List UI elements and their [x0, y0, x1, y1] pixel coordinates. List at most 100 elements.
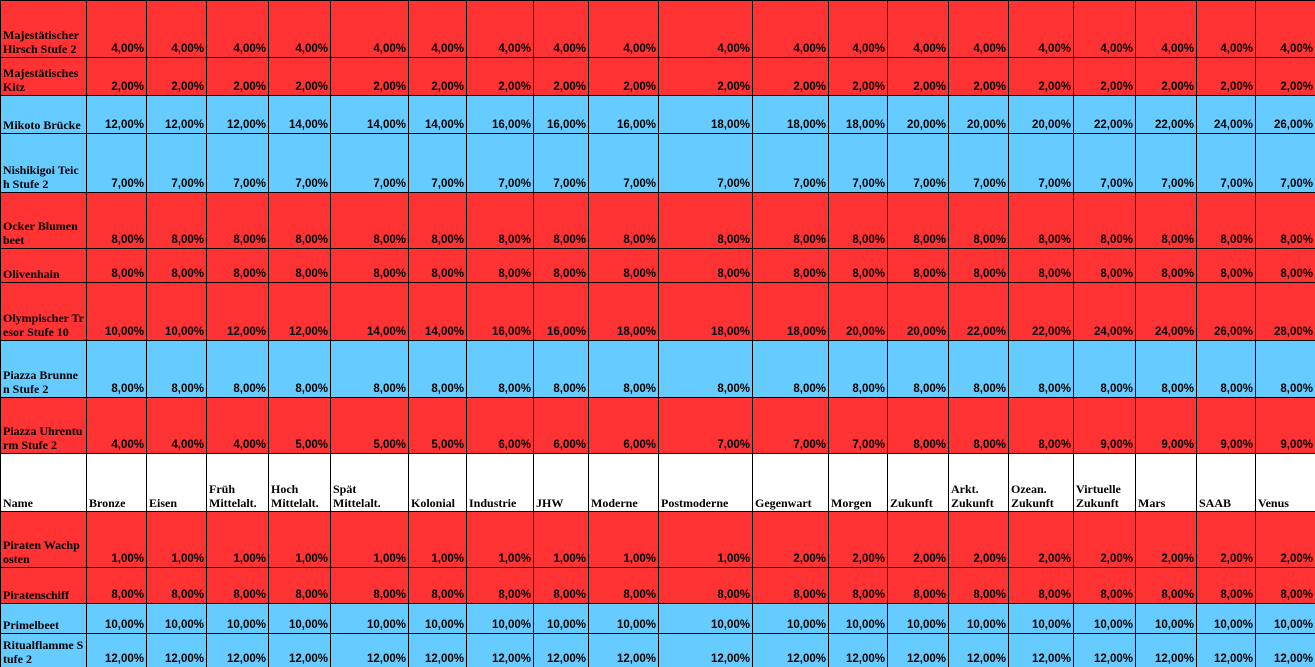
value-cell: 9,00%: [1255, 397, 1315, 454]
value-cell: 22,00%: [1008, 282, 1074, 341]
value-cell: 12,00%: [887, 633, 949, 667]
value-cell: 4,00%: [86, 397, 147, 454]
value-cell: 8,00%: [408, 192, 467, 249]
value-cell: 12,00%: [408, 633, 467, 667]
value-cell: 20,00%: [1008, 95, 1074, 134]
value-cell: 2,00%: [1073, 511, 1136, 568]
data-row: Piazza Uhrenturm Stufe 2 4,00% 4,00% 4,00% 5…: [0, 397, 1315, 454]
value-cell: 20,00%: [887, 95, 949, 134]
value-cell: 12,00%: [1008, 633, 1074, 667]
row-name: Ocker Blumenbeet: [0, 192, 87, 249]
value-cell: 1,00%: [268, 511, 331, 568]
value-cell: 8,00%: [146, 340, 207, 398]
value-cell: 7,00%: [658, 397, 753, 454]
value-cell: 8,00%: [268, 192, 331, 249]
value-cell: 8,00%: [533, 192, 589, 249]
value-cell: 8,00%: [887, 248, 949, 283]
value-cell: 8,00%: [1008, 340, 1074, 398]
value-cell: 2,00%: [146, 57, 207, 96]
value-cell: 1,00%: [466, 511, 534, 568]
value-cell: 2,00%: [533, 57, 589, 96]
value-cell: 7,00%: [206, 133, 269, 193]
data-row: Piratenschiff 8,00% 8,00% 8,00% 8,00% 8,00% 8,…: [0, 567, 1315, 604]
value-cell: 7,00%: [948, 133, 1009, 193]
value-cell: 1,00%: [533, 511, 589, 568]
value-cell: 18,00%: [658, 282, 753, 341]
data-row: Piazza Brunnen Stufe 2 8,00% 8,00% 8,00% 8,0…: [0, 340, 1315, 398]
value-cell: 2,00%: [828, 511, 888, 568]
value-cell: 2,00%: [752, 511, 829, 568]
value-cell: 7,00%: [1255, 133, 1315, 193]
value-cell: 5,00%: [268, 397, 331, 454]
value-cell: 12,00%: [1196, 633, 1256, 667]
value-cell: 2,00%: [1196, 511, 1256, 568]
value-cell: 8,00%: [206, 248, 269, 283]
data-row: Olympischer Tresor Stufe 10 10,00% 10,00% 1…: [0, 282, 1315, 341]
value-cell: 5,00%: [330, 397, 409, 454]
value-cell: 9,00%: [1073, 397, 1136, 454]
value-cell: 16,00%: [533, 282, 589, 341]
value-cell: 2,00%: [588, 57, 659, 96]
value-cell: 8,00%: [533, 567, 589, 604]
row-name: Primelbeet: [0, 603, 87, 634]
value-cell: 8,00%: [330, 248, 409, 283]
value-cell: 6,00%: [533, 397, 589, 454]
value-cell: 10,00%: [146, 603, 207, 634]
value-cell: 7,00%: [86, 133, 147, 193]
row-name: Piraten Wachposten: [0, 511, 87, 568]
value-cell: 12,00%: [828, 633, 888, 667]
data-row: Olivenhain 8,00% 8,00% 8,00% 8,00% 8,00% 8,00%…: [0, 248, 1315, 283]
value-cell: 2,00%: [887, 57, 949, 96]
value-cell: 8,00%: [330, 340, 409, 398]
value-cell: 10,00%: [1073, 603, 1136, 634]
value-cell: 8,00%: [828, 192, 888, 249]
header-cell: Ozean. Zukunft: [1008, 453, 1074, 512]
value-cell: 12,00%: [206, 95, 269, 134]
value-cell: 1,00%: [588, 511, 659, 568]
value-cell: 8,00%: [948, 340, 1009, 398]
value-cell: 8,00%: [1255, 567, 1315, 604]
value-cell: 10,00%: [752, 603, 829, 634]
value-cell: 12,00%: [268, 282, 331, 341]
value-cell: 8,00%: [948, 192, 1009, 249]
value-cell: 7,00%: [466, 133, 534, 193]
value-cell: 8,00%: [533, 248, 589, 283]
value-cell: 10,00%: [146, 282, 207, 341]
value-cell: 20,00%: [887, 282, 949, 341]
value-cell: 8,00%: [1255, 340, 1315, 398]
value-cell: 8,00%: [1196, 248, 1256, 283]
row-name: Piratenschiff: [0, 567, 87, 604]
value-cell: 16,00%: [466, 282, 534, 341]
header-cell: Bronze: [86, 453, 147, 512]
value-cell: 9,00%: [1196, 397, 1256, 454]
value-cell: 10,00%: [948, 603, 1009, 634]
value-cell: 2,00%: [86, 57, 147, 96]
value-cell: 12,00%: [86, 95, 147, 134]
value-cell: 14,00%: [330, 95, 409, 134]
value-cell: 2,00%: [948, 511, 1009, 568]
value-cell: 14,00%: [408, 282, 467, 341]
value-cell: 8,00%: [268, 248, 331, 283]
value-cell: 4,00%: [86, 0, 147, 58]
value-cell: 10,00%: [330, 603, 409, 634]
data-row: Majestätisches Kitz 2,00% 2,00% 2,00% 2,00% 2…: [0, 57, 1315, 96]
value-cell: 16,00%: [588, 95, 659, 134]
value-cell: 22,00%: [1073, 95, 1136, 134]
value-cell: 1,00%: [408, 511, 467, 568]
value-cell: 8,00%: [948, 248, 1009, 283]
value-cell: 10,00%: [1196, 603, 1256, 634]
data-row: Nishikigoi Teich Stufe 2 7,00% 7,00% 7,00% 7…: [0, 133, 1315, 193]
value-cell: 4,00%: [206, 0, 269, 58]
row-name: Nishikigoi Teich Stufe 2: [0, 133, 87, 193]
value-cell: 8,00%: [86, 340, 147, 398]
value-cell: 2,00%: [206, 57, 269, 96]
value-cell: 8,00%: [887, 567, 949, 604]
header-cell: Industrie: [466, 453, 534, 512]
value-cell: 6,00%: [466, 397, 534, 454]
value-cell: 2,00%: [1073, 57, 1136, 96]
value-cell: 8,00%: [206, 192, 269, 249]
header-cell: Spät Mittelalt.: [330, 453, 409, 512]
value-cell: 2,00%: [1255, 511, 1315, 568]
header-cell: Hoch Mittelalt.: [268, 453, 331, 512]
header-cell: Eisen: [146, 453, 207, 512]
